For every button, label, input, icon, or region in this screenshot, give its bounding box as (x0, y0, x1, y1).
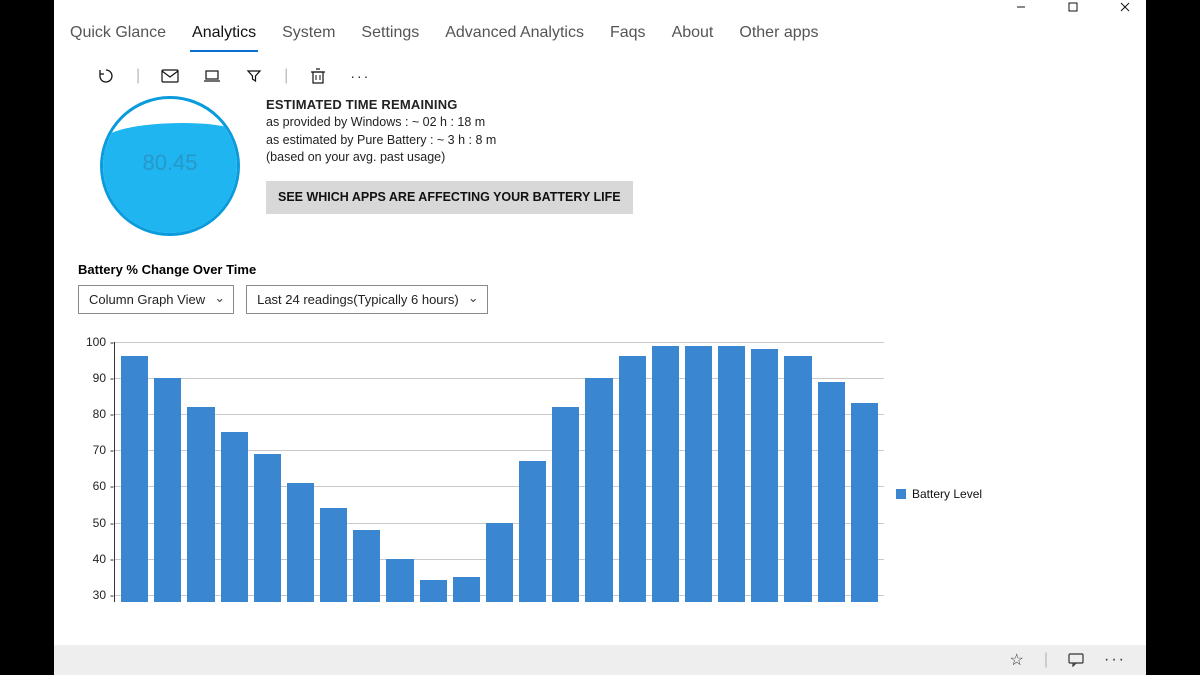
chart-ytick: 90 (93, 371, 112, 385)
summary-row: 80.45 ESTIMATED TIME REMAINING as provid… (78, 96, 1122, 236)
minimize-icon (1016, 2, 1026, 12)
mail-icon (161, 69, 179, 83)
close-icon (1120, 2, 1130, 12)
nav-quick-glance[interactable]: Quick Glance (68, 20, 168, 52)
close-button[interactable] (1110, 0, 1140, 14)
top-nav: Quick Glance Analytics System Settings A… (54, 14, 1146, 52)
chart-bar (287, 483, 314, 602)
nav-other-apps[interactable]: Other apps (737, 20, 820, 52)
nav-analytics[interactable]: Analytics (190, 20, 258, 52)
comment-button[interactable] (1068, 653, 1084, 667)
filter-button[interactable] (242, 66, 266, 86)
nav-about[interactable]: About (670, 20, 716, 52)
more-button[interactable]: ··· (348, 66, 372, 86)
estimate-block: ESTIMATED TIME REMAINING as provided by … (266, 96, 1122, 236)
chart-bar (851, 403, 878, 602)
maximize-button[interactable] (1058, 0, 1088, 14)
toolbar-separator: | (284, 67, 288, 85)
more-icon: ··· (350, 68, 370, 84)
chart-bar (585, 378, 612, 602)
estimate-line-purebattery: as estimated by Pure Battery : ~ 3 h : 8… (266, 132, 1122, 150)
chart-bar (685, 346, 712, 602)
chart-bar (154, 378, 181, 602)
chart-bar (121, 356, 148, 602)
battery-chart: 30405060708090100 (78, 342, 884, 602)
chart-bar (254, 454, 281, 602)
gauge-circle: 80.45 (100, 96, 240, 236)
chart-bar (718, 346, 745, 602)
legend-label: Battery Level (912, 487, 982, 501)
maximize-icon (1068, 2, 1078, 12)
chart-bar (519, 461, 546, 602)
app-window: Quick Glance Analytics System Settings A… (54, 0, 1146, 675)
filter-icon (246, 68, 262, 84)
toolbar: | | ··· (54, 52, 1146, 96)
chart-bar (386, 559, 413, 602)
refresh-button[interactable] (94, 66, 118, 86)
chart-ytick: 30 (93, 588, 112, 602)
delete-button[interactable] (306, 66, 330, 86)
graph-type-dropdown[interactable]: Column Graph View (78, 285, 234, 314)
estimate-line-note: (based on your avg. past usage) (266, 149, 1122, 167)
favorite-button[interactable]: ☆ (1010, 650, 1024, 670)
chart-bar (486, 523, 513, 602)
chart-bars (121, 342, 878, 602)
chart-bar (353, 530, 380, 602)
battery-gauge: 80.45 (100, 96, 240, 236)
nav-advanced-analytics[interactable]: Advanced Analytics (443, 20, 586, 52)
chart-plot (114, 342, 884, 602)
status-bar: ☆ | ··· (54, 645, 1146, 675)
refresh-icon (98, 68, 114, 84)
chart-bar (420, 580, 447, 602)
chart-section-title: Battery % Change Over Time (78, 262, 1122, 277)
chart-bar (619, 356, 646, 602)
footer-more-button[interactable]: ··· (1104, 651, 1126, 669)
legend-swatch (896, 489, 906, 499)
device-button[interactable] (200, 66, 224, 86)
affecting-apps-button[interactable]: SEE WHICH APPS ARE AFFECTING YOUR BATTER… (266, 181, 633, 215)
toolbar-separator: | (136, 67, 140, 85)
mail-button[interactable] (158, 66, 182, 86)
chart-ytick: 100 (86, 335, 112, 349)
nav-settings[interactable]: Settings (359, 20, 421, 52)
chart-legend: Battery Level (896, 487, 982, 501)
chart-bar (320, 508, 347, 602)
estimate-line-windows: as provided by Windows : ~ 02 h : 18 m (266, 114, 1122, 132)
chart-bar (552, 407, 579, 602)
minimize-button[interactable] (1006, 0, 1036, 14)
gauge-value: 80.45 (142, 150, 197, 176)
chart-area: 30405060708090100 Battery Level (78, 342, 1122, 645)
range-dropdown[interactable]: Last 24 readings(Typically 6 hours) (246, 285, 488, 314)
nav-faqs[interactable]: Faqs (608, 20, 648, 52)
chart-ytick: 80 (93, 407, 112, 421)
gauge-fill (103, 123, 237, 233)
chart-bar (751, 349, 778, 602)
chart-ytick: 40 (93, 552, 112, 566)
nav-system[interactable]: System (280, 20, 337, 52)
chart-bar (784, 356, 811, 602)
chart-controls: Column Graph View Last 24 readings(Typic… (78, 285, 1122, 314)
chart-ytick: 70 (93, 443, 112, 457)
trash-icon (311, 68, 325, 84)
laptop-icon (203, 69, 221, 83)
chart-bar (818, 382, 845, 602)
chart-ytick: 60 (93, 479, 112, 493)
comment-icon (1068, 653, 1084, 667)
estimate-title: ESTIMATED TIME REMAINING (266, 96, 1122, 114)
footer-separator: | (1044, 651, 1048, 669)
chart-bar (453, 577, 480, 602)
chart-ytick: 50 (93, 516, 112, 530)
chart-bar (221, 432, 248, 602)
titlebar (54, 0, 1146, 14)
chart-bar (187, 407, 214, 602)
content-area: 80.45 ESTIMATED TIME REMAINING as provid… (54, 96, 1146, 645)
chart-bar (652, 346, 679, 602)
